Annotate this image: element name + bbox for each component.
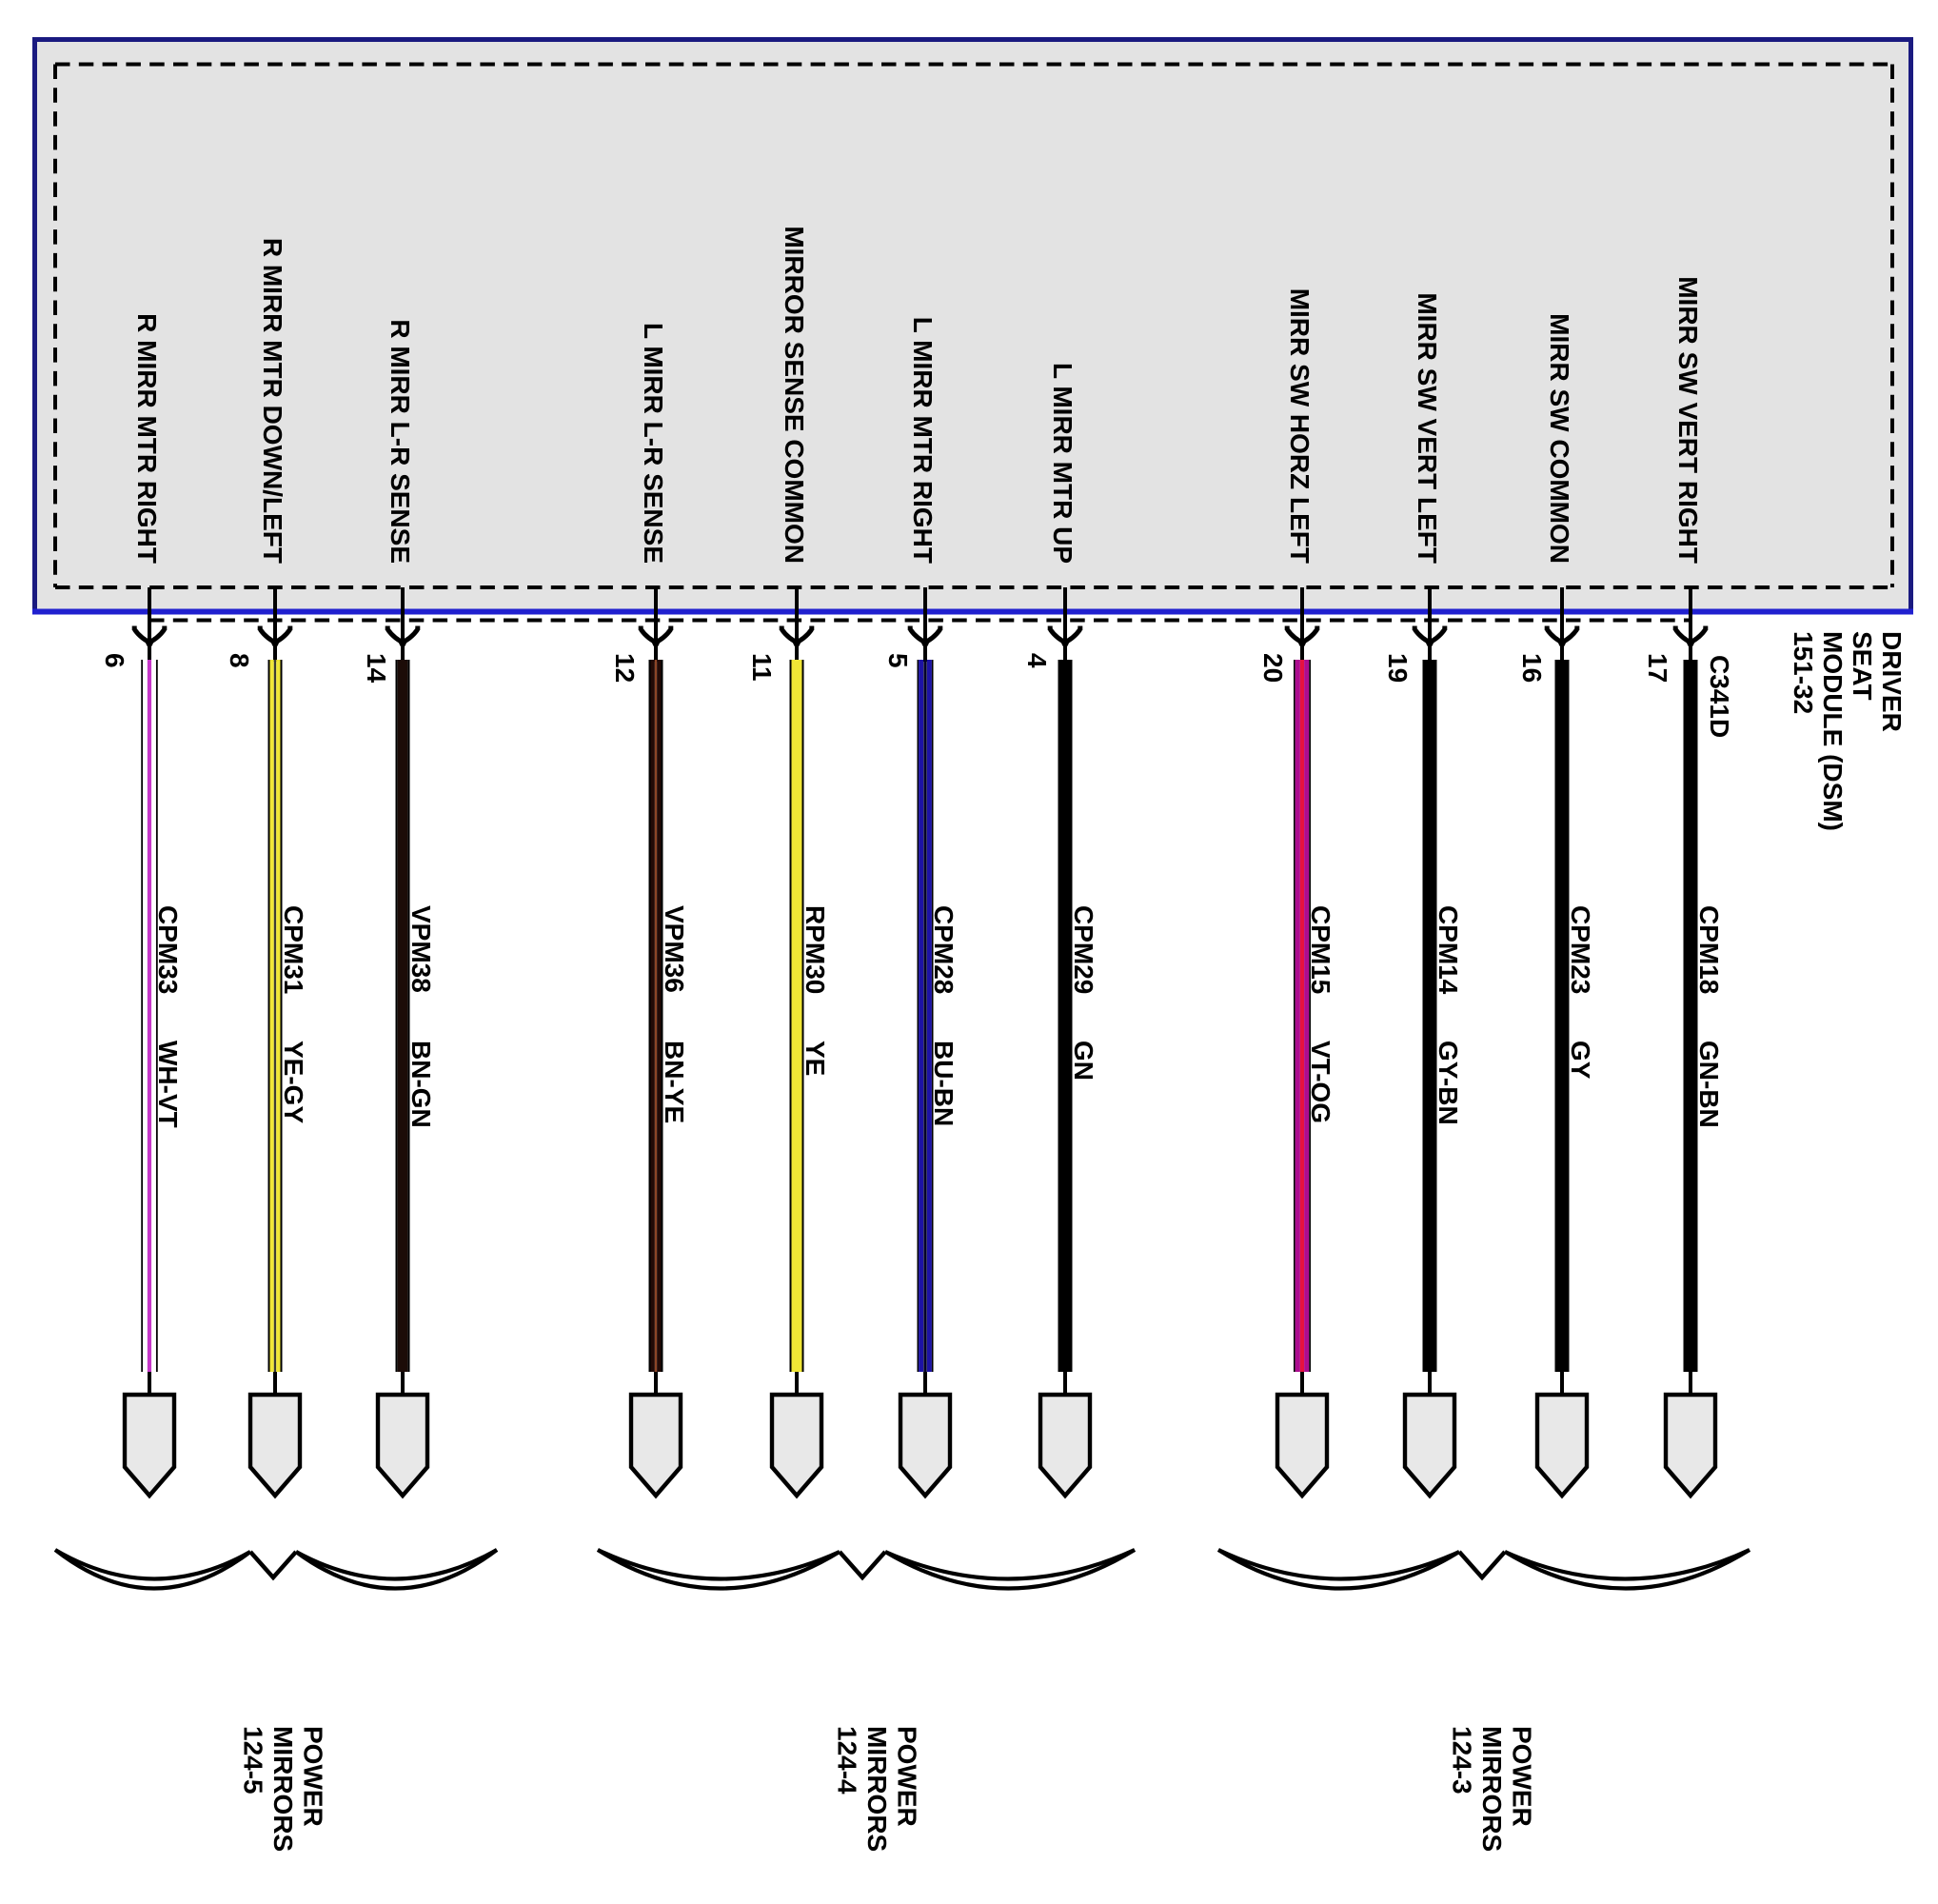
svg-text:12: 12 [610,653,640,683]
svg-text:L MIRR L-R SENSE: L MIRR L-R SENSE [639,323,668,564]
svg-text:YE-GY: YE-GY [279,1041,308,1123]
svg-text:MIRR SW VERT LEFT: MIRR SW VERT LEFT [1413,292,1442,564]
svg-text:R MIRR L-R SENSE: R MIRR L-R SENSE [386,319,415,564]
svg-text:POWER: POWER [1508,1726,1537,1827]
svg-text:MIRR SW HORZ LEFT: MIRR SW HORZ LEFT [1285,288,1315,564]
svg-text:GN: GN [1069,1041,1098,1081]
svg-text:R MIRR MTR DOWN/LEFT: R MIRR MTR DOWN/LEFT [258,238,287,564]
svg-text:BN-YE: BN-YE [660,1041,689,1123]
svg-text:17: 17 [1643,653,1672,683]
svg-text:CPM18: CPM18 [1694,905,1724,994]
svg-text:POWER: POWER [893,1726,922,1827]
svg-text:6: 6 [100,653,129,668]
svg-text:CPM14: CPM14 [1434,905,1463,995]
svg-text:MIRRORS: MIRRORS [268,1726,298,1852]
svg-text:R MIRR MTR RIGHT: R MIRR MTR RIGHT [132,313,162,564]
svg-text:MIRROR SENSE COMMON: MIRROR SENSE COMMON [780,226,809,564]
svg-text:DRIVER: DRIVER [1877,631,1907,732]
svg-text:124-5: 124-5 [239,1726,268,1795]
svg-text:CPM29: CPM29 [1069,905,1098,994]
svg-text:SEAT: SEAT [1848,631,1877,701]
svg-text:20: 20 [1258,653,1288,683]
svg-text:RPM30: RPM30 [801,905,830,994]
svg-text:5: 5 [883,653,913,668]
svg-text:16: 16 [1517,653,1547,683]
svg-text:MIRR SW COMMON: MIRR SW COMMON [1545,313,1574,564]
svg-text:CPM31: CPM31 [279,905,308,994]
svg-text:GY-BN: GY-BN [1434,1041,1463,1125]
svg-text:MIRRORS: MIRRORS [1477,1726,1507,1852]
svg-text:BU-BN: BU-BN [929,1041,959,1126]
svg-text:VT-OG: VT-OG [1306,1041,1335,1123]
svg-text:VPM38: VPM38 [406,905,436,993]
svg-text:MODULE (DSM): MODULE (DSM) [1818,631,1848,831]
svg-text:CPM23: CPM23 [1566,905,1595,994]
svg-text:4: 4 [1022,653,1052,668]
svg-text:VPM36: VPM36 [660,905,689,993]
svg-text:CPM28: CPM28 [929,905,959,994]
svg-text:CPM15: CPM15 [1306,905,1335,994]
svg-text:YE: YE [801,1041,830,1076]
svg-text:151-32: 151-32 [1789,631,1818,714]
svg-text:BN-GN: BN-GN [406,1041,436,1128]
svg-text:POWER: POWER [299,1726,328,1827]
svg-text:L MIRR MTR RIGHT: L MIRR MTR RIGHT [908,317,938,564]
svg-text:14: 14 [362,653,391,684]
svg-text:GN-BN: GN-BN [1694,1041,1724,1128]
svg-text:124-3: 124-3 [1448,1726,1477,1795]
svg-text:MIRRORS: MIRRORS [862,1726,892,1852]
svg-text:8: 8 [225,653,254,668]
svg-text:GY: GY [1566,1041,1595,1080]
svg-text:WH-VT: WH-VT [153,1041,183,1128]
svg-text:11: 11 [747,653,777,682]
svg-text:L MIRR MTR UP: L MIRR MTR UP [1048,363,1078,564]
svg-text:19: 19 [1383,653,1413,683]
svg-text:124-4: 124-4 [833,1726,862,1795]
svg-text:C341D: C341D [1705,655,1734,738]
svg-text:CPM33: CPM33 [153,905,183,994]
svg-text:MIRR SW VERT RIGHT: MIRR SW VERT RIGHT [1673,276,1703,564]
